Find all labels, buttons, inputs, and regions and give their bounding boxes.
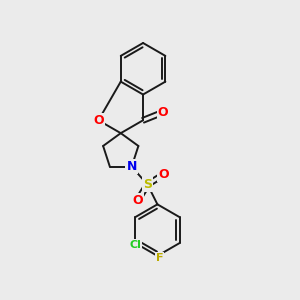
Text: N: N [127, 160, 137, 173]
Text: O: O [93, 114, 104, 127]
Text: O: O [158, 168, 169, 181]
Text: F: F [156, 253, 163, 263]
Text: Cl: Cl [129, 240, 141, 250]
Text: O: O [158, 106, 168, 119]
Text: S: S [143, 178, 152, 191]
Text: O: O [132, 194, 143, 207]
